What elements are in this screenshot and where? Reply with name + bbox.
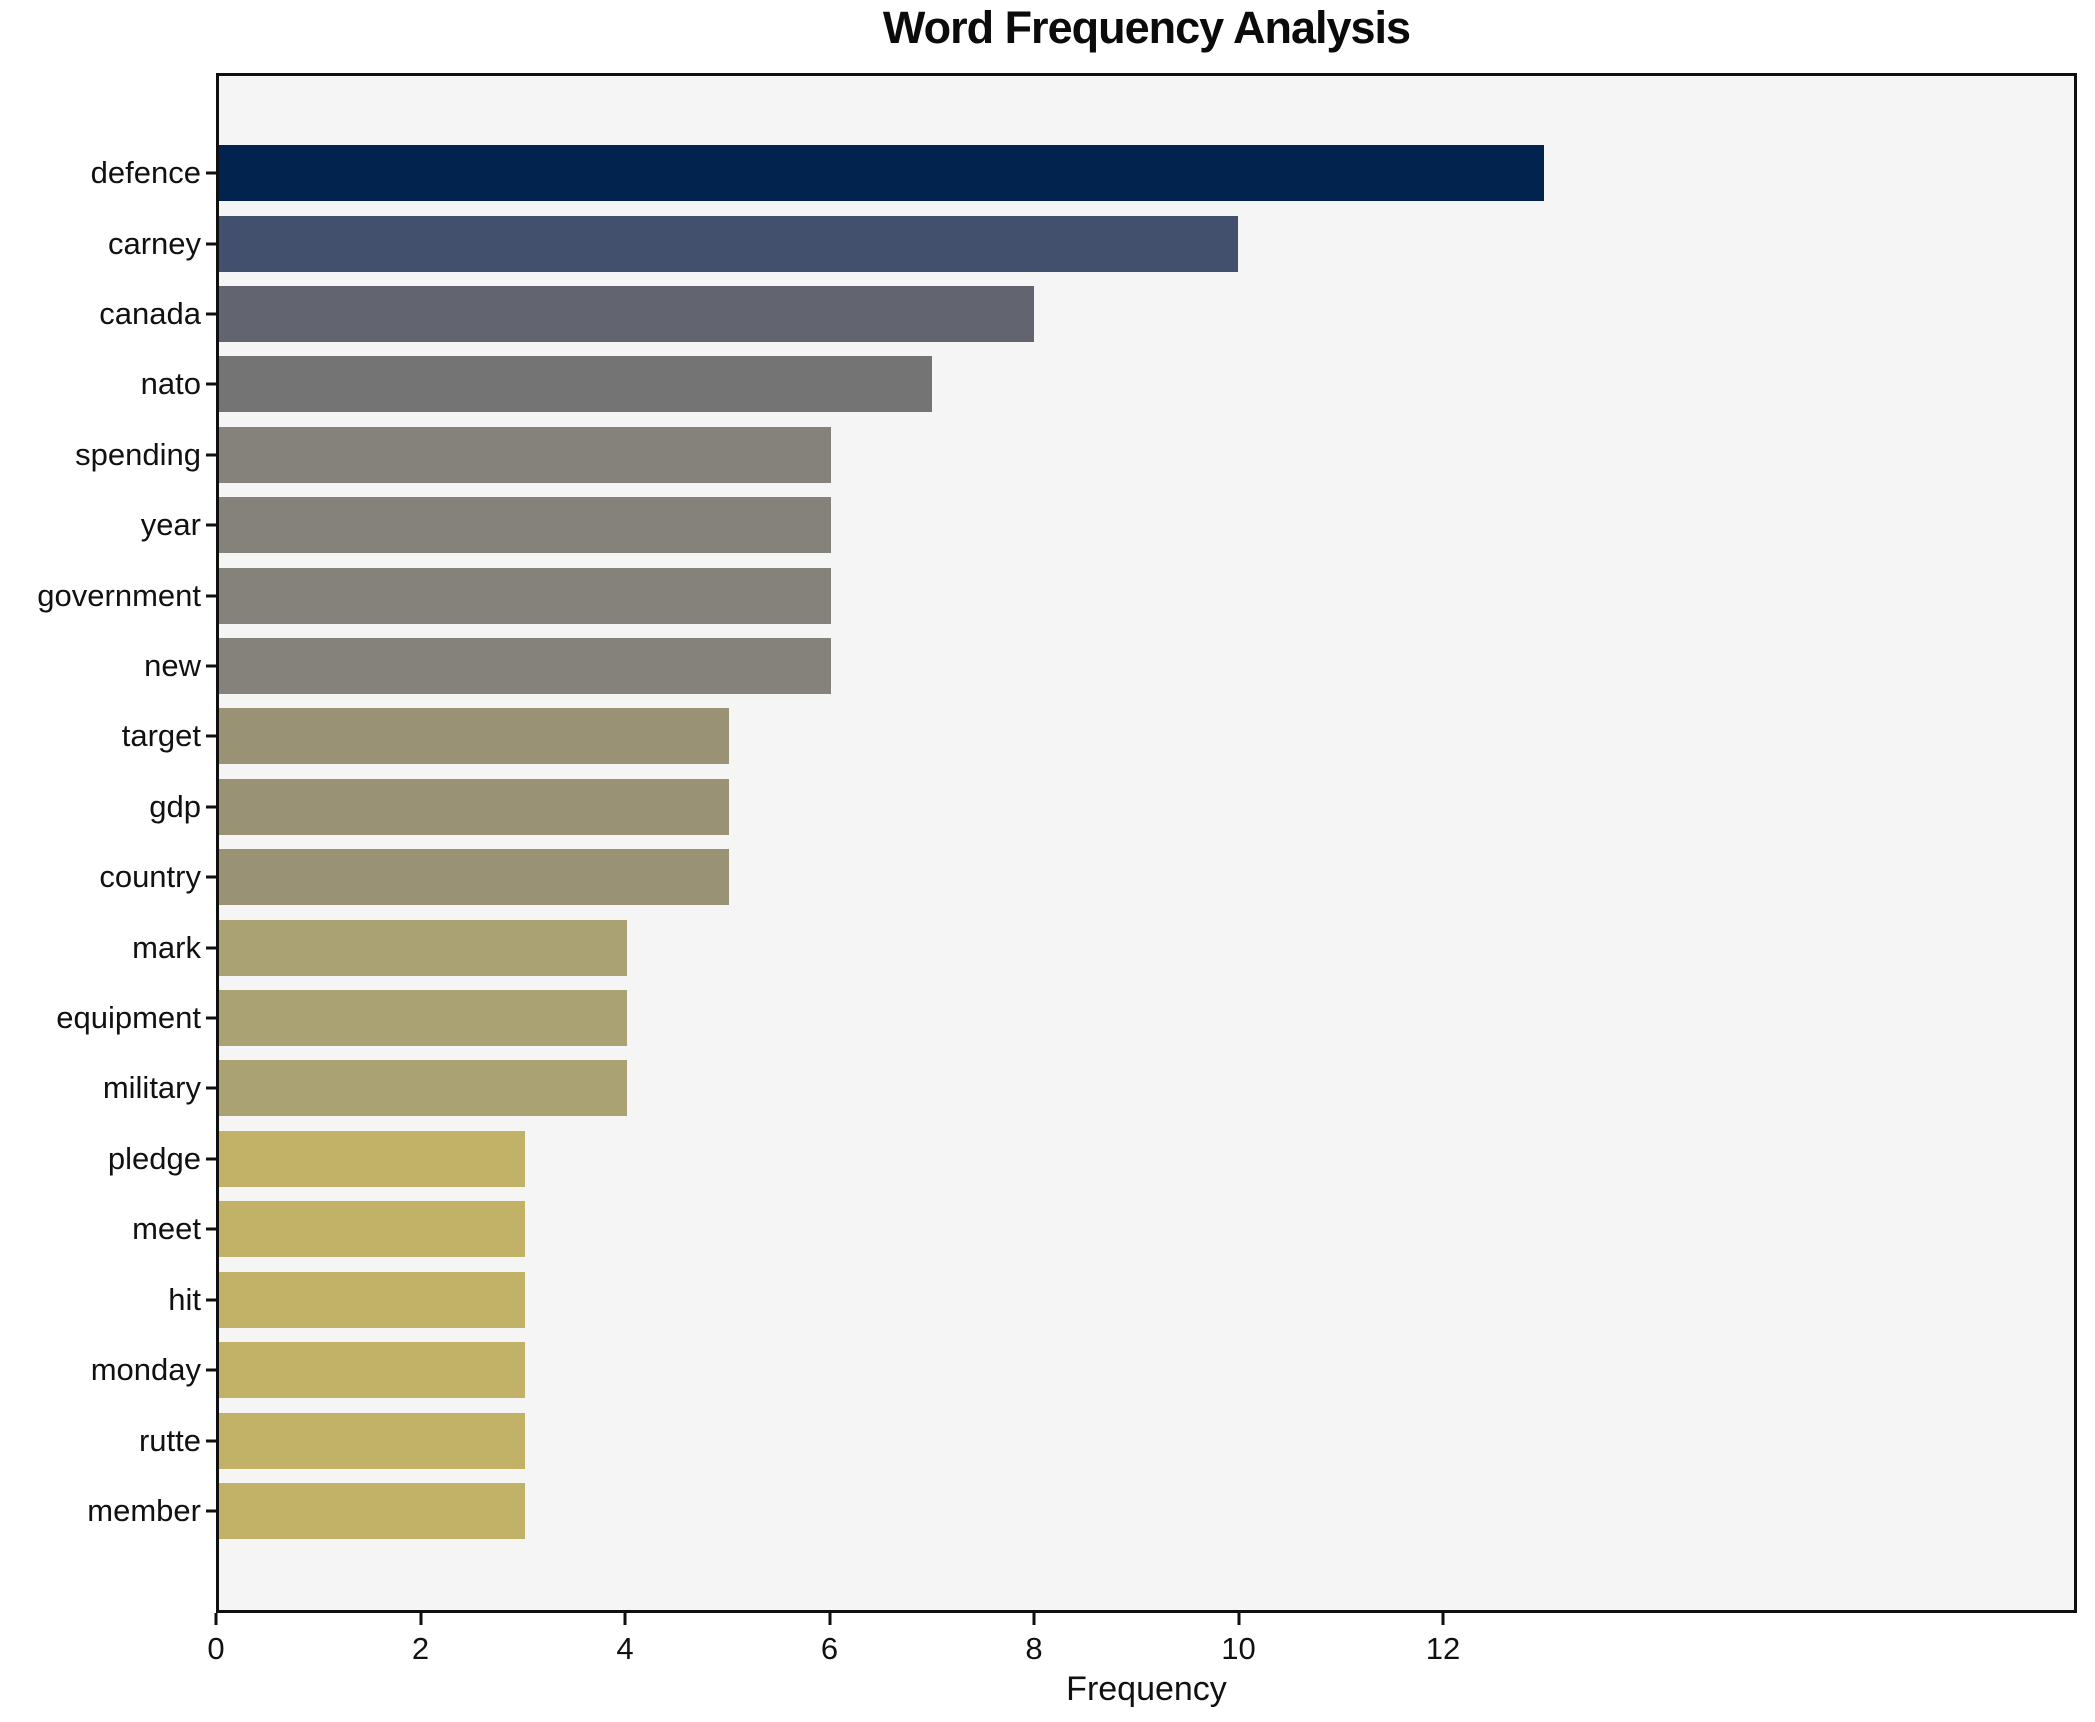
y-tick-mark <box>206 242 216 246</box>
y-axis-label: canada <box>99 296 201 332</box>
y-tick-mark <box>206 805 216 809</box>
frequency-bar <box>219 1201 525 1258</box>
bar-row: country <box>99 842 2074 912</box>
bar-row: rutte <box>139 1405 2074 1475</box>
frequency-bar <box>219 1271 525 1328</box>
bar-row: government <box>37 560 2074 630</box>
bar-row: nato <box>141 349 2074 419</box>
frequency-bar <box>219 1482 525 1539</box>
frequency-bar <box>219 497 831 554</box>
y-axis-label: country <box>99 859 201 895</box>
frequency-bar <box>219 1060 627 1117</box>
y-axis-label: defence <box>90 155 201 191</box>
x-tick-mark <box>1441 1613 1445 1625</box>
x-tick-mark <box>623 1613 627 1625</box>
frequency-bar <box>219 849 729 906</box>
chart-title: Word Frequency Analysis <box>882 2 1411 53</box>
y-tick-mark <box>206 1298 216 1302</box>
x-tick-label: 10 <box>1221 1631 1256 1666</box>
y-tick-mark <box>206 1227 216 1231</box>
x-tick-mark <box>419 1613 422 1625</box>
bar-row: year <box>141 490 2074 560</box>
y-tick-mark <box>206 1509 216 1513</box>
y-axis-label: carney <box>107 225 201 261</box>
bar-row: military <box>103 1053 2074 1123</box>
bar-row: equipment <box>56 983 2074 1053</box>
y-axis-label: meet <box>132 1211 201 1247</box>
y-tick-mark <box>206 523 216 527</box>
bar-row: member <box>87 1476 2074 1546</box>
frequency-bar <box>219 567 831 624</box>
y-tick-mark <box>206 734 216 738</box>
plot-area: defence carney canada nato spending year gover… <box>37 73 2077 1613</box>
bar-row: mark <box>132 912 2074 982</box>
bar-row: gdp <box>149 772 2074 842</box>
y-tick-mark <box>206 875 216 879</box>
bar-row: carney <box>108 208 2074 278</box>
y-tick-mark <box>206 312 216 316</box>
frequency-bar <box>219 919 627 976</box>
frequency-bar <box>219 990 627 1047</box>
y-axis-label: mark <box>132 929 201 965</box>
frequency-bar <box>219 356 933 413</box>
y-axis-label: pledge <box>107 1140 201 1176</box>
y-axis-label: monday <box>90 1352 201 1388</box>
bar-row: monday <box>91 1335 2074 1405</box>
bar-row: meet <box>132 1194 2074 1264</box>
frequency-bar <box>219 638 831 695</box>
y-tick-mark <box>206 1016 216 1020</box>
y-tick-mark <box>206 1157 216 1161</box>
bar-row: pledge <box>108 1124 2074 1194</box>
y-tick-mark <box>206 1086 216 1090</box>
y-axis-label: rutte <box>138 1422 201 1458</box>
x-tick-label: 2 <box>411 1631 430 1666</box>
x-tick-label: 4 <box>616 1631 634 1666</box>
bar-row: defence <box>91 138 2074 208</box>
y-axis-label: military <box>102 1070 201 1106</box>
y-axis-label: spending <box>75 436 201 472</box>
x-tick-label: 8 <box>1025 1631 1043 1666</box>
frequency-bar <box>219 778 729 835</box>
frequency-bar <box>219 1342 525 1399</box>
y-axis-label: new <box>144 648 201 684</box>
y-tick-mark <box>206 453 216 457</box>
bar-row: target <box>122 701 2074 771</box>
y-tick-mark <box>206 1439 216 1443</box>
y-axis-label: member <box>87 1492 201 1528</box>
y-tick-mark <box>206 382 216 386</box>
y-tick-mark <box>206 1368 216 1372</box>
y-axis-label: gdp <box>149 788 201 824</box>
x-tick-label: 6 <box>820 1631 839 1666</box>
frequency-bar <box>219 1412 525 1469</box>
x-tick-label: 0 <box>207 1631 225 1666</box>
bar-row: hit <box>168 1265 2074 1335</box>
x-tick-mark <box>1237 1613 1241 1625</box>
x-tick-mark <box>214 1613 218 1625</box>
x-tick-mark <box>1032 1613 1036 1625</box>
y-tick-mark <box>206 946 216 950</box>
frequency-bar <box>219 145 1544 202</box>
bar-row: spending <box>75 420 2074 490</box>
x-tick-label: 12 <box>1425 1631 1461 1666</box>
y-axis-label: target <box>121 718 201 754</box>
frequency-bar <box>219 1130 525 1187</box>
y-axis-label: government <box>37 577 201 613</box>
bar-row: new <box>144 631 2074 701</box>
y-axis-label: hit <box>168 1281 201 1317</box>
y-axis-label: nato <box>140 366 201 402</box>
y-tick-mark <box>206 664 216 668</box>
frequency-bar <box>219 426 831 483</box>
frequency-bar <box>219 215 1239 272</box>
frequency-bar <box>219 708 729 765</box>
x-tick-mark <box>828 1613 832 1625</box>
y-axis-label: equipment <box>56 1000 201 1036</box>
y-axis-label: year <box>140 507 201 543</box>
y-tick-mark <box>206 171 216 175</box>
bar-rows-container: defence carney canada nato spending year gover… <box>37 76 2074 1610</box>
bar-row: canada <box>99 279 2074 349</box>
frequency-bar <box>219 286 1035 343</box>
y-tick-mark <box>206 594 216 598</box>
x-axis-title: Frequency <box>1066 1670 1227 1708</box>
